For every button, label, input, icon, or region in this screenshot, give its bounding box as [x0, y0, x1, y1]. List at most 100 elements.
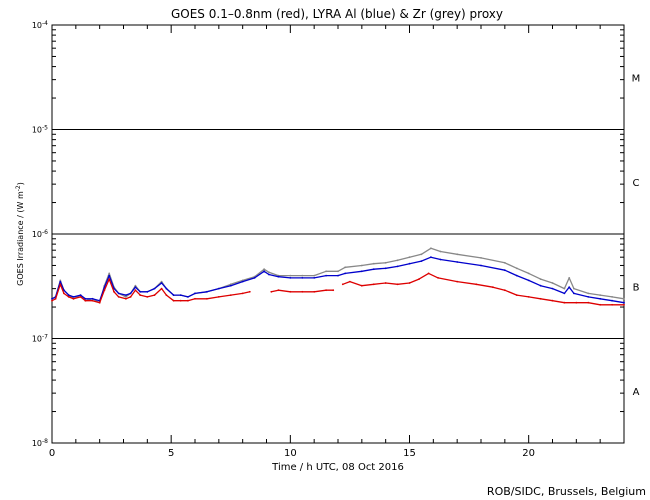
series-point-1-0-30: [253, 277, 256, 279]
series-point-0-0-50: [503, 261, 506, 264]
series-point-2-1-0: [270, 290, 273, 293]
series-point-2-0-2: [59, 283, 62, 286]
series-point-1-0-28: [229, 284, 232, 287]
series-point-2-2-3: [372, 283, 375, 286]
series-point-0-0-37: [325, 270, 327, 273]
series-point-2-0-10: [103, 289, 106, 292]
series-point-1-0-55: [563, 292, 566, 295]
flare-class-labels: A B C M: [632, 73, 641, 398]
series-line-1-0: [51, 256, 625, 304]
series-point-2-0-4: [67, 296, 70, 298]
series-point-1-0-16: [134, 286, 137, 289]
x-tick-label: 0: [49, 448, 55, 459]
series-point-2-0-29: [241, 292, 244, 295]
series-point-0-0-39: [344, 266, 347, 269]
series-point-2-1-2: [289, 290, 292, 293]
series-point-2-2-6: [408, 282, 411, 284]
series-point-2-0-5: [72, 297, 75, 300]
series-point-2-0-14: [125, 297, 127, 300]
series-point-2-2-20: [587, 301, 590, 304]
y-tick-label-exp: -4: [42, 20, 48, 27]
series-point-1-0-45: [420, 260, 423, 262]
series-point-2-2-0: [341, 283, 344, 286]
series-point-1-0-39: [344, 272, 347, 275]
series-point-0-0-51: [515, 267, 518, 270]
y-tick-label: 10-4: [32, 20, 48, 31]
series-point-2-0-1: [54, 297, 57, 300]
series-point-1-0-6: [79, 294, 82, 296]
series-point-2-0-16: [134, 289, 137, 292]
series-point-0-0-31: [263, 268, 265, 271]
series-point-2-1-5: [325, 289, 327, 292]
series-1: [51, 256, 625, 304]
series-point-1-0-24: [187, 296, 189, 298]
y-axis-label-sup: -2: [15, 185, 22, 191]
series-point-2-2-15: [527, 296, 530, 298]
series-point-0-0-53: [539, 278, 542, 280]
y-tick-label: 10-6: [32, 229, 48, 240]
y-tick-label-exp: -5: [42, 124, 48, 131]
series-point-1-0-40: [360, 270, 363, 273]
series-point-1-0-14: [125, 294, 127, 296]
y-tick-label-base: 10: [32, 335, 42, 344]
series-point-1-0-51: [515, 274, 518, 277]
series-point-1-0-26: [206, 290, 208, 293]
series-point-0-0-11: [108, 272, 111, 275]
series-point-2-0-15: [129, 296, 132, 298]
credit-text: ROB/SIDC, Brussels, Belgium: [487, 485, 646, 498]
series-point-2-0-17: [139, 294, 142, 296]
series-point-1-0-5: [72, 296, 75, 298]
series-point-2-2-2: [360, 284, 363, 287]
series-point-1-0-31: [263, 270, 265, 273]
y-tick-label-exp: -6: [42, 229, 48, 236]
series-point-2-1-1: [277, 289, 280, 292]
series-point-0-0-46: [430, 247, 432, 250]
series-point-1-0-59: [599, 297, 602, 300]
series-point-1-0-21: [165, 287, 168, 290]
series-point-0-0-14: [125, 296, 127, 298]
series-point-2-2-23: [623, 303, 625, 306]
series-point-1-0-13: [117, 292, 120, 295]
series-point-2-0-25: [194, 297, 196, 300]
series-point-0-0-40: [360, 264, 363, 267]
series-point-2-1-3: [301, 290, 304, 293]
flare-class-label-a: A: [633, 387, 640, 398]
series-point-1-0-2: [59, 280, 62, 283]
series-point-2-0-3: [63, 292, 65, 295]
series-point-1-0-48: [456, 261, 459, 263]
series-point-2-2-9: [437, 277, 439, 279]
x-tick-label: 20: [522, 448, 535, 459]
series-point-2-2-1: [349, 280, 351, 283]
x-tick-label: 5: [168, 448, 174, 459]
series-point-1-0-56: [568, 286, 571, 289]
series-point-1-0-20: [160, 282, 163, 284]
y-axis-label-main: GOES Irradiance / (W m: [16, 191, 25, 286]
series-point-0-0-45: [420, 253, 423, 256]
series-point-2-2-14: [515, 294, 518, 296]
series-point-2-0-7: [84, 299, 87, 302]
series-point-2-2-10: [456, 280, 459, 283]
chart-title: GOES 0.1–0.8nm (red), LYRA Al (blue) & Z…: [171, 7, 503, 21]
series-point-2-2-22: [611, 303, 613, 306]
series-point-1-0-44: [408, 262, 411, 265]
series-point-1-0-53: [539, 284, 542, 287]
series-point-0-0-58: [587, 292, 590, 295]
series-point-2-0-0: [51, 299, 53, 302]
series-point-1-0-25: [194, 292, 196, 295]
series-point-0-0-16: [134, 284, 137, 287]
series-point-1-0-35: [301, 277, 304, 279]
series-point-2-1-6: [332, 289, 335, 292]
y-axis-label-tail: ): [16, 182, 25, 185]
series-point-2-0-18: [146, 296, 149, 298]
series-point-0-0-47: [439, 250, 442, 253]
series-point-0-0-35: [301, 274, 304, 277]
series-point-2-0-22: [172, 299, 175, 302]
series-point-1-0-41: [372, 268, 375, 271]
series-point-2-0-8: [91, 299, 94, 302]
flare-class-label-m: M: [632, 73, 641, 84]
series-point-0-0-57: [573, 287, 575, 290]
series-point-0-0-61: [623, 297, 625, 300]
x-axis-ticks: 0 5 10 15 20: [49, 25, 625, 459]
y-tick-label-exp: -7: [42, 333, 48, 340]
